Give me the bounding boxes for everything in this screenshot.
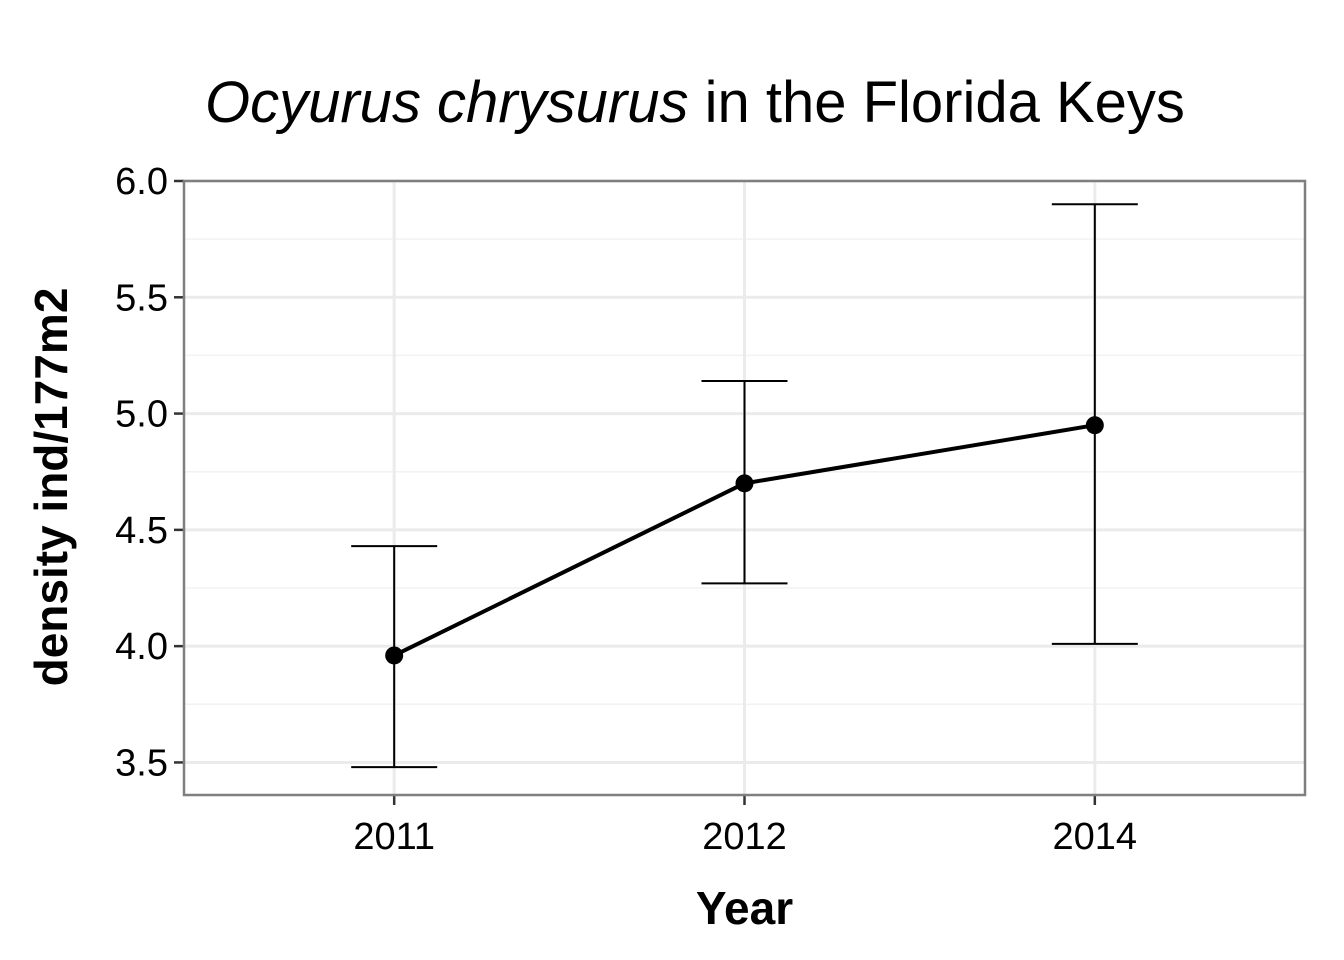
data-point xyxy=(735,474,754,493)
x-axis-title: Year xyxy=(696,882,793,934)
y-axis-title: density ind/177m2 xyxy=(25,288,77,687)
chart-title-species: Ocyurus chrysurus xyxy=(205,70,688,135)
y-tick-label: 5.0 xyxy=(115,394,168,436)
series-layer xyxy=(351,203,1138,769)
y-tick-label: 4.0 xyxy=(115,626,168,668)
y-tick-label: 5.5 xyxy=(115,277,168,319)
chart-title-location: in the Florida Keys xyxy=(688,70,1184,135)
y-tick-label: 4.5 xyxy=(115,510,168,552)
x-axis-ticks: 2011 2012 2014 xyxy=(353,795,1137,858)
data-point xyxy=(1085,416,1104,435)
x-tick-label: 2012 xyxy=(702,816,787,858)
x-tick-label: 2011 xyxy=(353,816,435,858)
y-tick-label: 6.0 xyxy=(115,161,168,203)
y-axis-ticks: 3.5 4.0 4.5 5.0 5.5 6.0 xyxy=(115,161,184,784)
y-tick-label: 3.5 xyxy=(115,742,168,784)
x-tick-label: 2014 xyxy=(1053,816,1138,858)
data-point xyxy=(385,646,404,665)
chart-title: Ocyurus chrysurus in the Florida Keys xyxy=(205,70,1185,135)
panel-border xyxy=(182,179,1307,797)
